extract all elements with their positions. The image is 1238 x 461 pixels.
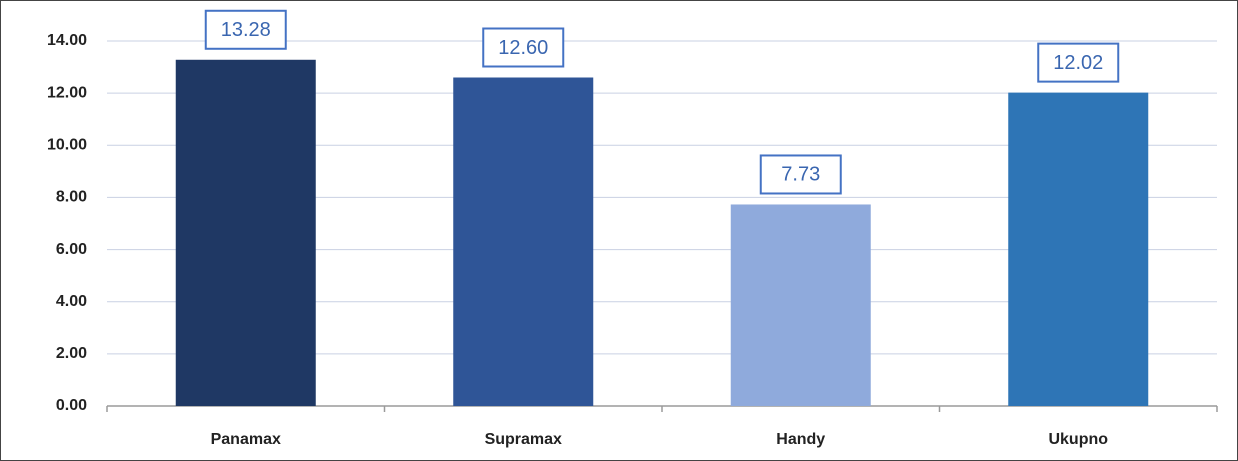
x-tick-label: Panamax xyxy=(211,431,281,448)
data-label-box xyxy=(482,27,565,68)
y-tick-label: 6.00 xyxy=(56,241,87,258)
x-tick-label: Ukupno xyxy=(1048,431,1108,448)
data-label: 12.60 xyxy=(498,37,548,59)
data-label-box xyxy=(204,9,287,50)
data-label: 12.02 xyxy=(1053,52,1103,74)
y-tick-label: 8.00 xyxy=(56,189,87,206)
data-label-box xyxy=(1037,42,1120,83)
x-tick-label: Handy xyxy=(776,431,825,448)
data-label: 7.73 xyxy=(781,164,820,186)
bar xyxy=(1008,92,1149,406)
bar xyxy=(730,204,871,406)
y-tick-label: 14.00 xyxy=(47,32,87,49)
y-tick-label: 12.00 xyxy=(47,84,87,101)
y-tick-label: 0.00 xyxy=(56,397,87,414)
data-label-box xyxy=(759,154,842,195)
y-tick-label: 4.00 xyxy=(56,293,87,310)
bar xyxy=(175,59,316,407)
bar xyxy=(453,77,594,406)
x-tick-label: Supramax xyxy=(485,431,562,448)
data-label: 13.28 xyxy=(221,19,271,41)
y-tick-label: 10.00 xyxy=(47,137,87,154)
y-tick-label: 2.00 xyxy=(56,345,87,362)
